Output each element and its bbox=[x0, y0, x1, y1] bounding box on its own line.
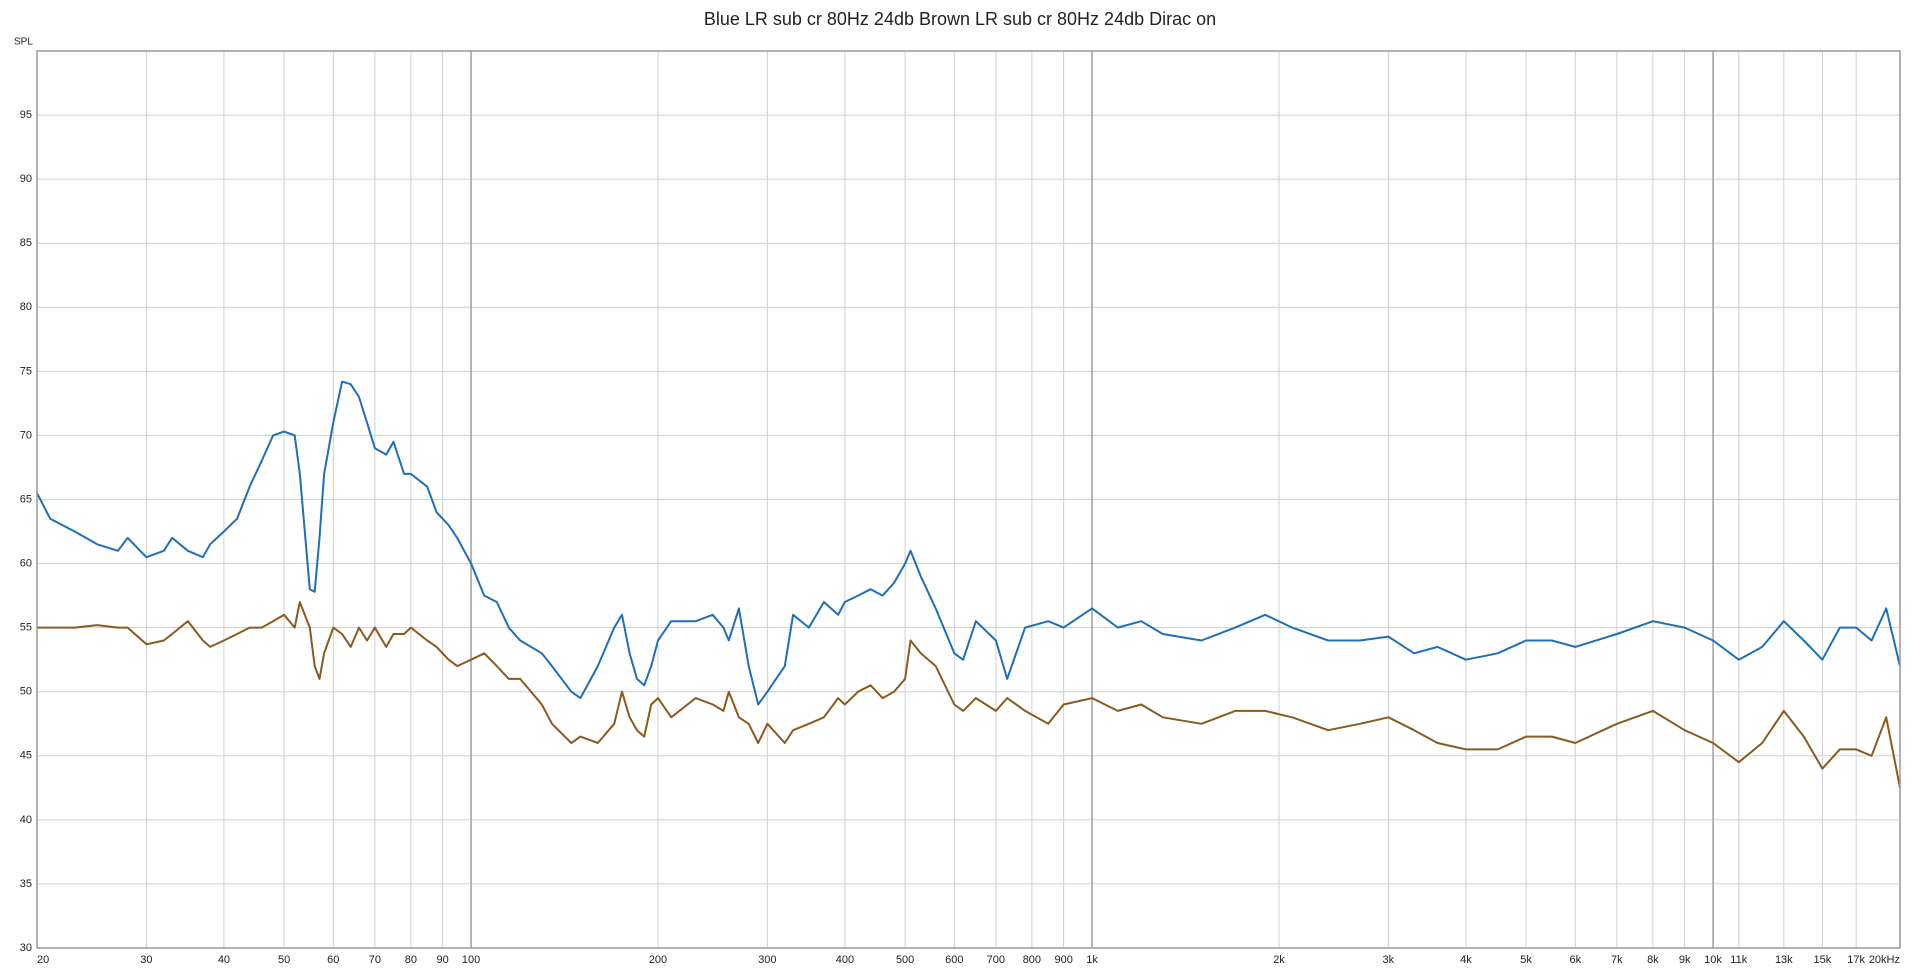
y-tick-label: 50 bbox=[20, 686, 32, 698]
x-tick-label: 9k bbox=[1679, 954, 1691, 966]
x-tick-label: 15k bbox=[1814, 954, 1832, 966]
x-tick-label: 40 bbox=[218, 954, 230, 966]
x-tick-label: 3k bbox=[1383, 954, 1395, 966]
x-tick-label: 900 bbox=[1054, 954, 1072, 966]
x-tick-label: 20 bbox=[37, 954, 49, 966]
x-tick-label: 8k bbox=[1647, 954, 1659, 966]
x-tick-label: 400 bbox=[836, 954, 854, 966]
x-tick-label: 4k bbox=[1460, 954, 1472, 966]
y-tick-label: 35 bbox=[20, 878, 32, 890]
x-tick-label: 17k bbox=[1847, 954, 1865, 966]
y-tick-label: 55 bbox=[20, 622, 32, 634]
x-tick-label: 6k bbox=[1569, 954, 1581, 966]
x-tick-label: 50 bbox=[278, 954, 290, 966]
y-tick-label: 45 bbox=[20, 750, 32, 762]
x-tick-label: 70 bbox=[369, 954, 381, 966]
x-tick-label: 1k bbox=[1086, 954, 1098, 966]
series-line bbox=[36, 380, 1901, 706]
chart-title: Blue LR sub cr 80Hz 24db Brown LR sub cr… bbox=[704, 9, 1216, 29]
y-tick-label: 70 bbox=[20, 429, 32, 441]
x-tick-label: 600 bbox=[945, 954, 963, 966]
plot-frame bbox=[36, 50, 1901, 949]
x-tick-label: 10k bbox=[1704, 954, 1722, 966]
series-line bbox=[37, 601, 1901, 788]
x-tick-label: 300 bbox=[758, 954, 776, 966]
y-tick-label: 75 bbox=[20, 365, 32, 377]
y-tick-label: 40 bbox=[20, 814, 32, 826]
x-tick-label: 11k bbox=[1730, 954, 1747, 966]
x-tick-label: 90 bbox=[437, 954, 449, 966]
y-tick-label: 95 bbox=[20, 109, 32, 121]
y-tick-label: 80 bbox=[20, 301, 32, 313]
x-tick-label: 700 bbox=[987, 954, 1005, 966]
x-tick-label: 2k bbox=[1273, 954, 1285, 966]
x-tick-label: 13k bbox=[1775, 954, 1793, 966]
x-tick-label: 20kHz bbox=[1869, 954, 1900, 966]
x-tick-label: 7k bbox=[1611, 954, 1623, 966]
y-tick-label: 90 bbox=[20, 173, 32, 185]
grid: 30 35 40 45 50 55 60 65 70 75 80 85 90 95 20 30 40 50 60 70… bbox=[20, 51, 1901, 966]
x-tick-label: 5k bbox=[1520, 954, 1532, 966]
y-axis-label: SPL bbox=[14, 37, 33, 48]
x-tick-label: 100 bbox=[462, 954, 480, 966]
lines bbox=[36, 380, 1901, 788]
y-tick-label: 85 bbox=[20, 237, 32, 249]
x-tick-label: 30 bbox=[140, 954, 152, 966]
x-tick-label: 800 bbox=[1023, 954, 1041, 966]
y-tick-label: 30 bbox=[20, 942, 32, 954]
y-tick-label: 65 bbox=[20, 493, 32, 505]
x-tick-label: 500 bbox=[896, 954, 914, 966]
x-tick-label: 80 bbox=[405, 954, 417, 966]
x-tick-label: 200 bbox=[649, 954, 667, 966]
y-tick-label: 60 bbox=[20, 557, 32, 569]
x-tick-label: 60 bbox=[327, 954, 339, 966]
